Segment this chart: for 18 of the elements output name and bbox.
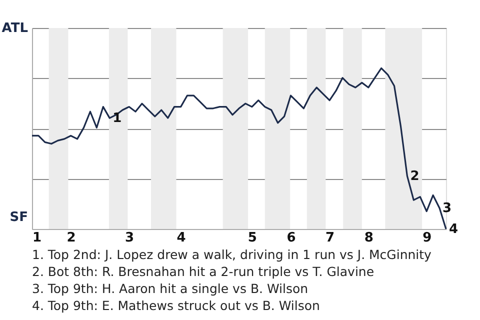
x-tick-label: 7	[326, 230, 335, 246]
text: 2. Bot 8th: R. Bresnahan hit a 2-run triple vs T. Glavine	[32, 264, 374, 279]
x-tick-label: 8	[364, 230, 374, 246]
text: SF	[10, 210, 28, 225]
text: ATL	[2, 21, 28, 36]
x-tick-label: 6	[286, 230, 296, 246]
x-tick-label: 1	[32, 230, 42, 246]
x-tick-label: 3	[125, 230, 134, 246]
x-tick-label: 5	[248, 230, 257, 246]
annotation: 1	[112, 111, 122, 126]
x-tick-label: 9	[422, 230, 432, 246]
x-tick-label: 2	[66, 230, 76, 246]
x-tick-label: 4	[176, 230, 186, 246]
text: 3. Top 9th: H. Aaron hit a single vs B. Wilson	[32, 281, 308, 296]
annotation: 2	[410, 168, 420, 184]
text: 4. Top 9th: E. Mathews struck out vs B. Wilson	[32, 298, 320, 313]
annotation: 3	[442, 201, 452, 216]
text: 1. Top 2nd: J. Lopez drew a walk, driving in 1 run vs J. McGinnity	[32, 247, 432, 262]
